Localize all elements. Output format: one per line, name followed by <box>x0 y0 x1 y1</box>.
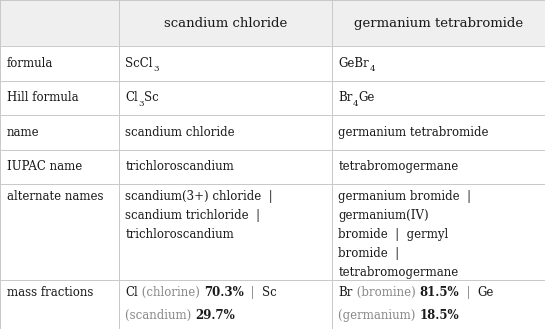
Text: scandium chloride: scandium chloride <box>125 126 235 139</box>
Text: Br: Br <box>338 91 353 104</box>
Text: 4: 4 <box>353 100 358 108</box>
Text: Br: Br <box>338 286 353 299</box>
Text: 18.5%: 18.5% <box>420 309 459 322</box>
Text: Hill formula: Hill formula <box>7 91 78 104</box>
Text: (germanium): (germanium) <box>338 309 420 322</box>
Text: 3: 3 <box>153 65 159 73</box>
Text: Sc: Sc <box>262 286 277 299</box>
Text: Ge: Ge <box>358 91 375 104</box>
Text: (scandium): (scandium) <box>125 309 195 322</box>
Text: Sc: Sc <box>143 91 159 104</box>
Text: trichloroscandium: trichloroscandium <box>125 161 234 173</box>
Text: Cl: Cl <box>125 286 138 299</box>
Text: name: name <box>7 126 39 139</box>
Text: scandium(3+) chloride  |
scandium trichloride  |
trichloroscandium: scandium(3+) chloride | scandium trichlo… <box>125 190 273 241</box>
Text: |: | <box>459 286 478 299</box>
Text: germanium tetrabromide: germanium tetrabromide <box>338 126 489 139</box>
Text: germanium tetrabromide: germanium tetrabromide <box>354 16 523 30</box>
Text: scandium chloride: scandium chloride <box>164 16 287 30</box>
Text: Ge: Ge <box>478 286 494 299</box>
Text: 4: 4 <box>369 65 375 73</box>
Text: 70.3%: 70.3% <box>204 286 244 299</box>
Text: mass fractions: mass fractions <box>7 286 93 299</box>
Text: tetrabromogermane: tetrabromogermane <box>338 161 459 173</box>
Text: 81.5%: 81.5% <box>419 286 459 299</box>
Text: GeBr: GeBr <box>338 57 369 70</box>
Text: 3: 3 <box>138 100 143 108</box>
Text: (chlorine): (chlorine) <box>138 286 204 299</box>
Text: ScCl: ScCl <box>125 57 153 70</box>
Text: formula: formula <box>7 57 53 70</box>
Text: alternate names: alternate names <box>7 190 103 203</box>
Text: IUPAC name: IUPAC name <box>7 161 82 173</box>
Text: (bromine): (bromine) <box>353 286 419 299</box>
Text: |: | <box>244 286 262 299</box>
Text: Cl: Cl <box>125 91 138 104</box>
Text: germanium bromide  |
germanium(IV)
bromide  |  germyl
bromide  |
tetrabromogerma: germanium bromide | germanium(IV) bromid… <box>338 190 471 279</box>
Text: 29.7%: 29.7% <box>195 309 235 322</box>
